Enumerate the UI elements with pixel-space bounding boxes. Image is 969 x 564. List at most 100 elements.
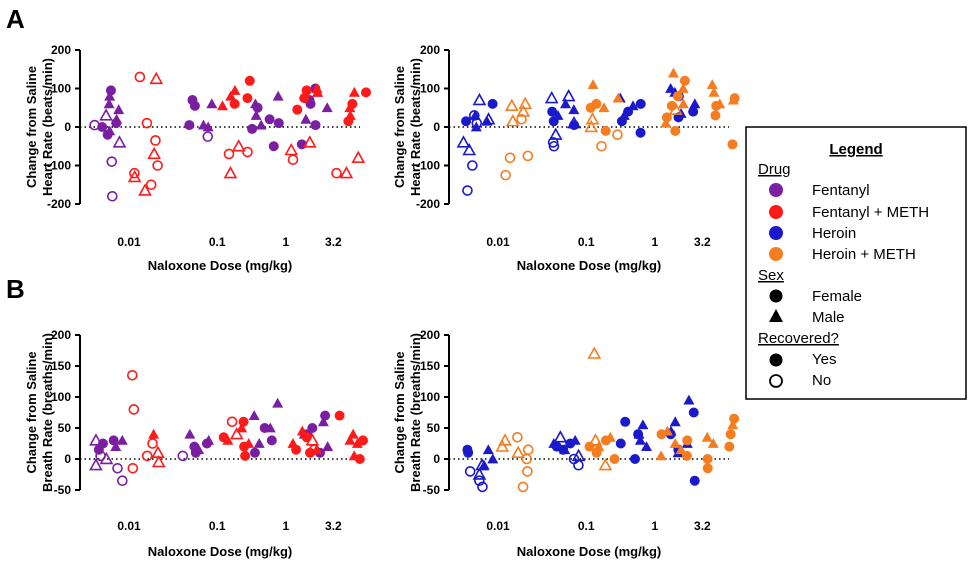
y-tick-label: 200 [51, 328, 71, 342]
data-point-female [727, 139, 738, 150]
data-point-male [248, 410, 260, 420]
data-point-male [598, 458, 613, 471]
data-point-female [145, 179, 157, 191]
data-point-male [505, 114, 520, 127]
data-point-female [474, 475, 485, 487]
data-point-male [348, 86, 360, 97]
y-tick-label: 0 [64, 120, 71, 134]
data-point-female [150, 135, 161, 146]
legend-recovered-yes: Yes [812, 351, 836, 368]
data-point-female [487, 98, 498, 109]
data-point-female [688, 106, 699, 117]
data-point-male [243, 438, 255, 448]
data-point-female [729, 413, 740, 424]
legend-drug-heroin: Heroin [812, 225, 856, 242]
chart-4: -50 0 50 100 150 200 0.01 0.1 1 3.2 Naloxone Dose … [392, 328, 740, 559]
data-point-male [667, 67, 679, 78]
data-point-female [223, 148, 235, 160]
data-point-male [339, 166, 354, 179]
legend-swatch-fentanyl-meth [769, 205, 783, 219]
data-point-female [600, 125, 611, 136]
data-point-female [331, 167, 342, 179]
data-point-male [584, 119, 599, 133]
data-point-male [311, 444, 323, 455]
x-tick-label: 3.2 [325, 235, 342, 249]
data-point-female [268, 141, 279, 152]
data-point-male [683, 394, 695, 405]
data-point-male [707, 438, 719, 448]
data-point-female [620, 416, 631, 427]
data-point-male [138, 183, 152, 196]
legend-recovered-heading: Recovered? [758, 330, 839, 347]
data-point-male [112, 135, 127, 148]
x-tick-label: 1 [651, 519, 658, 533]
y-axis-label: Change from SalineHeart Rate (beats/min) [392, 58, 423, 196]
data-point-male [322, 441, 334, 451]
data-point-female [522, 466, 533, 477]
data-point-male [568, 104, 580, 115]
y-tick-label: 100 [51, 82, 71, 96]
data-point-male [116, 434, 128, 445]
legend-swatch-fentanyl [769, 183, 783, 197]
data-point-male [147, 146, 162, 160]
data-point-male [344, 434, 356, 445]
legend-recovered-no: No [812, 372, 831, 389]
data-point-male [727, 419, 739, 430]
y-tick-label: 150 [51, 359, 71, 373]
data-point-male [706, 79, 718, 90]
legend-recovered-yes-marker [769, 353, 783, 367]
data-point-male [99, 451, 114, 465]
data-point-male [544, 90, 559, 104]
data-point-male [287, 438, 299, 448]
x-tick-label: 0.1 [578, 519, 595, 533]
y-tick-label: 200 [420, 328, 440, 342]
data-point-male [516, 104, 531, 117]
data-point-female [585, 102, 596, 113]
data-point-male [456, 135, 471, 148]
data-point-male [560, 98, 572, 109]
data-point-male [587, 79, 599, 90]
data-point-male [206, 98, 218, 109]
data-point-male [689, 98, 701, 109]
data-point-male [151, 454, 166, 468]
data-point-female [548, 140, 560, 152]
data-point-female [710, 110, 721, 121]
legend-male-marker [769, 309, 783, 322]
data-point-male [655, 450, 667, 461]
data-point-female [141, 450, 153, 462]
data-point-male [351, 150, 366, 163]
data-point-female [521, 453, 533, 465]
data-point-male [103, 98, 115, 109]
data-point-male [669, 416, 681, 427]
panel-label-b: B [6, 274, 25, 304]
data-point-female [310, 120, 321, 131]
data-point-male [272, 397, 284, 408]
x-tick-label: 0.1 [578, 235, 595, 249]
data-point-male [111, 113, 123, 124]
data-point-male [511, 445, 526, 459]
data-point-female [591, 444, 603, 456]
data-point-female [500, 169, 511, 181]
data-point-female [689, 475, 700, 486]
data-point-male [482, 444, 494, 455]
data-point-male [640, 441, 652, 451]
y-tick-label: -200 [416, 197, 440, 211]
legend-female-marker [769, 289, 783, 303]
data-point-female [670, 125, 681, 136]
data-point-male [284, 142, 299, 156]
data-point-female [477, 481, 488, 493]
data-point-male [231, 139, 246, 152]
y-axis-label-line: Change from Saline [392, 66, 407, 188]
y-tick-label: 200 [51, 43, 71, 57]
y-tick-label: 150 [420, 359, 440, 373]
x-tick-label: 0.01 [117, 519, 141, 533]
y-tick-label: -200 [47, 197, 71, 211]
x-tick-label: 1 [651, 235, 658, 249]
y-axis-label-line: Heart Rate (beats/min) [40, 58, 55, 196]
data-point-female [635, 127, 646, 138]
data-point-male [612, 92, 624, 103]
data-point-male [300, 113, 312, 124]
data-point-female [152, 160, 163, 171]
legend-recovered-no-marker [769, 374, 783, 388]
